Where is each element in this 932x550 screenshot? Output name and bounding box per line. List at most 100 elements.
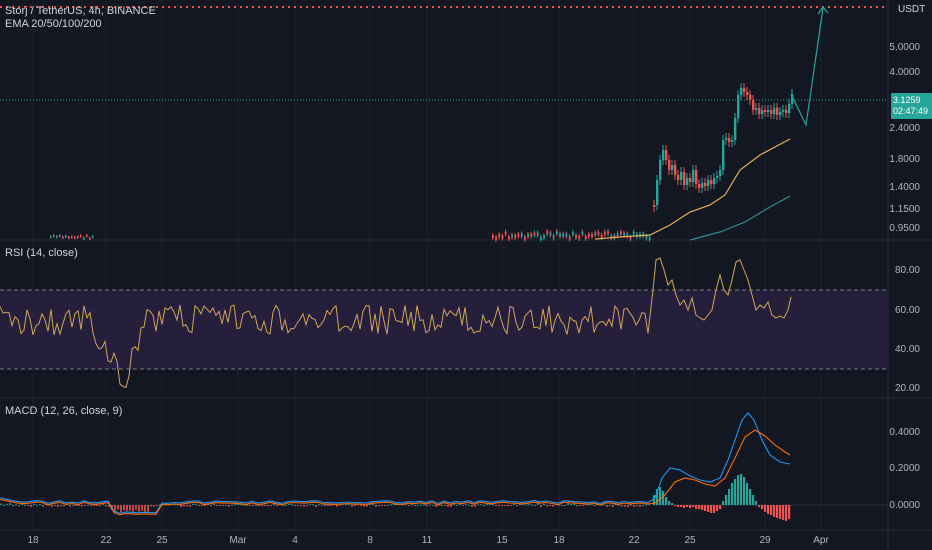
macd-histogram-bar [246,504,248,506]
price-candle [588,233,590,237]
ema-legend[interactable]: EMA 20/50/100/200 [5,18,102,30]
price-axis-label: 0.9500 [889,223,920,234]
macd-histogram-bar [561,504,563,506]
macd-histogram-bar [746,483,749,505]
x-axis-label: 18 [553,535,565,546]
price-candle [788,104,791,113]
macd-histogram-bar [12,504,14,506]
price-candle [77,235,79,239]
macd-histogram-bar [618,504,620,506]
price-candle [74,236,76,240]
macd-histogram-bar [306,505,308,507]
macd-histogram-bar [594,505,596,506]
macd-histogram-bar [0,503,2,505]
price-candle [504,231,507,235]
macd-histogram-bar [318,504,320,506]
x-axis-label: 18 [27,535,39,546]
macd-histogram-bar [315,505,317,507]
macd-histogram-bar [48,504,50,506]
price-candle [92,235,94,239]
price-candle [533,232,536,236]
ema-fast-line [594,138,791,240]
price-candle [546,231,549,235]
macd-histogram-bar [42,505,44,507]
price-candle [743,88,746,92]
macd-histogram-bar [423,504,425,506]
macd-histogram-bar [345,503,347,505]
macd-histogram-bar [159,504,161,506]
symbol-legend[interactable]: Storj / TetherUS, 4h, BINANCE EMA 20/50/… [5,5,156,31]
macd-histogram-bar [150,505,152,507]
macd-histogram-bar [78,505,80,506]
macd-histogram-bar [201,505,203,506]
price-candle [755,108,758,110]
symbol-title: Storj / TetherUS, 4h, BINANCE [5,5,156,17]
macd-histogram-bar [507,505,509,507]
price-candle [782,110,785,112]
x-axis-label: 15 [496,535,508,546]
macd-histogram-bar [105,505,107,507]
macd-histogram-bar [627,505,629,507]
price-axis-label: 2.4000 [889,123,920,134]
macd-histogram-bar [591,503,593,505]
price-candle [632,231,635,235]
price-candle [83,236,85,240]
macd-histogram-bar [656,489,659,505]
price-candle [559,233,561,237]
macd-histogram-bar [330,505,332,506]
price-candle [683,172,686,185]
macd-histogram-bar [3,504,5,506]
macd-histogram-bar [243,504,245,506]
price-candle [701,183,704,188]
macd-histogram-bar [734,479,737,505]
macd-histogram-bar [653,495,656,505]
macd-histogram-bar [492,503,494,505]
macd-histogram-bar [645,504,647,506]
price-candle [616,233,619,237]
macd-histogram-bar [288,503,290,505]
macd-histogram-bar [81,505,83,507]
macd-histogram-bar [540,505,542,507]
macd-histogram-bar [132,505,134,512]
macd-histogram-bar [234,503,236,505]
macd-histogram-bar [767,505,770,514]
macd-histogram-bar [692,505,695,507]
price-candle [677,175,680,180]
macd-histogram-bar [216,505,218,506]
rsi-legend[interactable]: RSI (14, close) [5,247,78,259]
macd-legend[interactable]: MACD (12, 26, close, 9) [5,405,123,417]
macd-histogram-bar [165,503,167,505]
rsi-line [0,257,792,389]
macd-histogram-bar [204,505,206,507]
price-candle [591,233,593,237]
macd-histogram-bar [126,505,128,511]
price-candle [716,176,719,178]
macd-histogram-bar [240,504,242,506]
price-candle [680,172,683,180]
macd-histogram-bar [174,504,176,506]
currency-tag[interactable]: USDT [896,3,928,16]
macd-histogram-bar [788,505,791,519]
macd-histogram-bar [69,505,71,507]
price-candle [629,236,632,240]
projection-line [790,7,824,128]
macd-histogram-bar [683,505,686,508]
macd-histogram-bar [456,504,458,506]
macd-histogram-bar [522,503,524,505]
macd-histogram-bar [141,505,143,511]
macd-histogram-bar [54,505,56,506]
macd-histogram-bar [665,497,668,505]
macd-histogram-bar [573,503,575,505]
macd-axis-label: 0.0000 [889,500,920,511]
macd-histogram-bar [261,505,263,506]
price-candle [767,110,770,112]
macd-histogram-bar [228,505,230,507]
price-candle [734,118,737,140]
price-candle [692,170,695,182]
macd-histogram-bar [9,503,11,505]
macd-histogram-bar [255,504,257,506]
price-candle [524,236,526,240]
macd-histogram-bar [300,505,302,506]
macd-histogram-bar [369,503,371,505]
